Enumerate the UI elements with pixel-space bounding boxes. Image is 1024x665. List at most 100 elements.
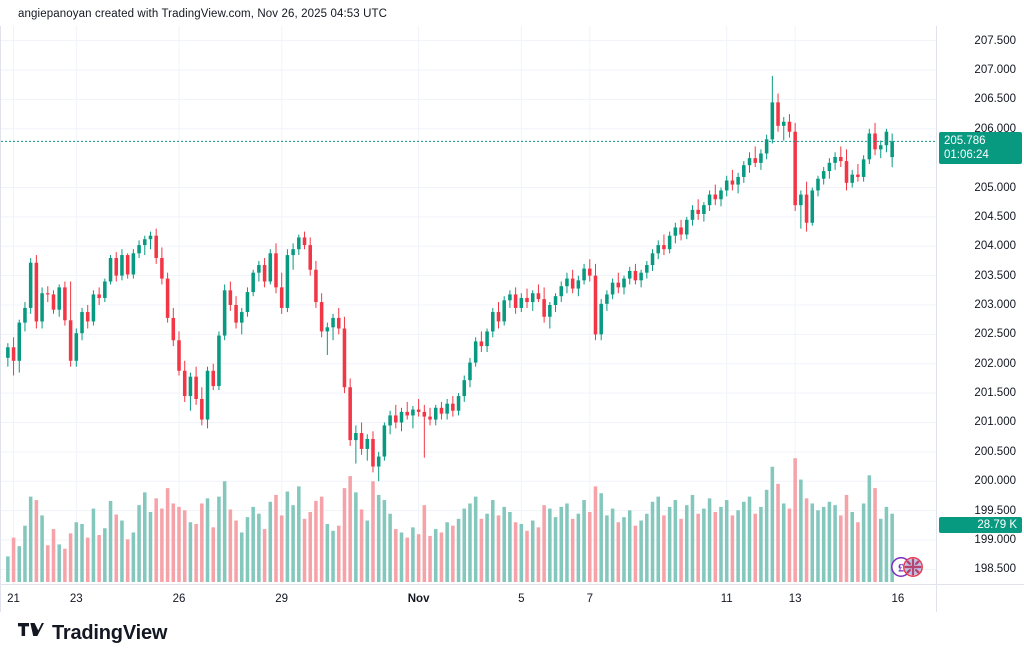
candle-body (565, 278, 569, 287)
time-axis-corner (936, 584, 1024, 612)
candle-body (251, 272, 255, 293)
current-price-badge[interactable]: 205.786 01:06:24 (939, 132, 1022, 165)
candle-body (228, 290, 233, 305)
volume-bar (11, 537, 16, 582)
volume-bar (217, 496, 221, 582)
candle-body (114, 258, 119, 276)
volume-bar (342, 488, 347, 582)
candle-body (262, 265, 267, 282)
price-axis[interactable]: 207.500 207.000 206.500 206.000 205.000 204.5… (936, 26, 1024, 584)
candle-body (667, 235, 672, 250)
candle-body (833, 156, 837, 163)
volume-bar (297, 486, 301, 582)
candle-body (154, 235, 158, 259)
candle-body (325, 327, 330, 332)
candle-body (559, 286, 564, 297)
volume-bar (559, 506, 564, 582)
candle-body (85, 312, 90, 322)
volume-bar (251, 506, 255, 582)
volume-bar (371, 481, 375, 582)
price-axis-label: 206.000 (974, 122, 1016, 135)
candle-body (91, 294, 96, 322)
price-axis-label: 205.000 (974, 181, 1016, 194)
volume-bar (451, 525, 455, 582)
volume-bar (645, 513, 649, 582)
price-axis-label: 200.500 (974, 445, 1016, 458)
candle-body (850, 174, 854, 183)
volume-bar (605, 515, 609, 582)
volume-bar (302, 518, 307, 582)
candle-body (770, 102, 775, 140)
volume-bar (405, 537, 409, 582)
volume-bar (536, 527, 541, 582)
volume-bar (747, 496, 752, 582)
volume-bar (439, 532, 444, 582)
volume-bar (80, 523, 84, 582)
candle-body (764, 139, 769, 154)
price-axis-label: 204.000 (974, 240, 1016, 253)
candle-body (548, 305, 552, 317)
time-axis[interactable]: 21232629Nov5711131619212527 (0, 584, 1007, 612)
candle-body (336, 317, 341, 329)
candle-body (297, 237, 301, 250)
price-axis-label: 201.500 (974, 387, 1016, 400)
candle-body (724, 180, 729, 191)
candle-body (827, 162, 832, 172)
candle-body (411, 409, 415, 416)
candle-body (205, 370, 210, 420)
candle-body (502, 300, 506, 322)
candle-body (319, 302, 324, 332)
candle-body (371, 438, 375, 467)
volume-bar (650, 501, 655, 582)
volume-bar (679, 518, 683, 582)
candle-body (462, 380, 467, 397)
volume-bar (502, 506, 506, 582)
volume-value-badge[interactable]: 28.79 K (939, 517, 1022, 534)
candle-body (257, 265, 261, 273)
volume-bar (63, 548, 67, 582)
volume-bar (707, 498, 712, 582)
volume-bar (662, 515, 666, 582)
candle-body (627, 270, 632, 279)
candle-body (759, 153, 763, 163)
candle-body (200, 398, 204, 420)
chart-plot-area[interactable] (0, 26, 937, 584)
volume-bar (325, 523, 330, 582)
price-axis-label: 203.500 (974, 269, 1016, 282)
volume-bar (565, 503, 569, 582)
volume-bar (411, 527, 415, 582)
volume-bar (85, 537, 90, 582)
volume-bar (40, 515, 44, 582)
volume-bar (462, 508, 467, 582)
candle-body (399, 411, 404, 423)
candle-body (747, 158, 752, 166)
candle-body (382, 425, 387, 457)
candle-body (753, 158, 757, 163)
volume-bar (548, 508, 552, 582)
candle-body (890, 141, 894, 158)
candle-body (673, 227, 678, 236)
time-axis-label: 21 (7, 593, 20, 605)
volume-bar (222, 481, 227, 582)
volume-bar (593, 486, 598, 582)
volume-bar (530, 520, 535, 582)
time-axis-label: 5 (518, 593, 525, 605)
volume-bar (508, 512, 512, 582)
candle-body (428, 416, 432, 420)
candle-body (222, 290, 227, 336)
volume-bar (154, 498, 158, 582)
volume-bar (234, 520, 238, 582)
volume-bar (445, 522, 449, 582)
volume-bar (576, 513, 581, 582)
candle-body (148, 235, 153, 240)
candle-body (468, 362, 472, 381)
candle-body (11, 347, 16, 361)
candle-body (68, 320, 73, 361)
candle-body (810, 190, 815, 223)
candle-body (599, 303, 603, 335)
price-axis-label: 206.500 (974, 93, 1016, 106)
candle-body (707, 194, 712, 206)
candle-body (456, 396, 461, 411)
volume-bar (120, 520, 124, 582)
candle-body (479, 341, 484, 347)
